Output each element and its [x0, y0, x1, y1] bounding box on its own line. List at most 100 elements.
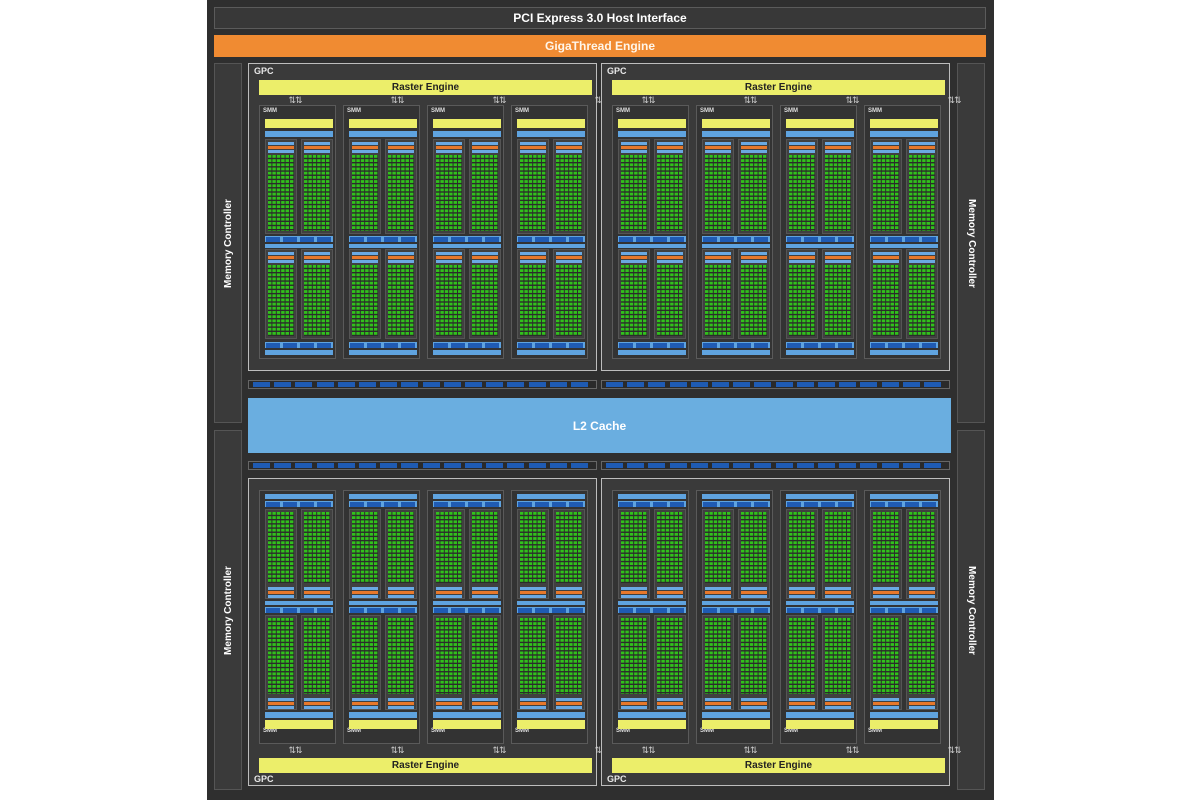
register-file: [520, 252, 546, 255]
smm-label: SMM: [263, 108, 277, 114]
l1-cache-segment: [283, 236, 297, 242]
warp-scheduler: [436, 587, 462, 590]
l1-cache-segment: [468, 501, 482, 507]
dispatch-unit: [909, 146, 935, 149]
l1-cache-segment: [317, 236, 331, 242]
processing-block: [870, 249, 902, 339]
crossbar-slot: [669, 382, 687, 387]
smm-label: SMM: [784, 108, 798, 114]
register-file: [304, 595, 330, 598]
l1-cache-segment: [552, 607, 566, 613]
crossbar-slot: [422, 463, 440, 468]
dispatch-unit: [789, 702, 815, 705]
register-file: [520, 706, 546, 709]
shared-memory: [618, 494, 686, 499]
l1-cache-segment: [636, 501, 650, 507]
processing-block: [517, 249, 549, 339]
smm-block: SMM: [780, 490, 857, 744]
warp-scheduler: [268, 587, 294, 590]
l1-cache-segment: [300, 342, 314, 348]
dispatch-unit: [873, 702, 899, 705]
warp-scheduler: [520, 150, 546, 153]
processing-block: [469, 615, 501, 710]
crossbar-slot: [274, 463, 292, 468]
smm-block: SMM: [864, 105, 941, 359]
processing-block: [786, 509, 818, 599]
processing-block: [738, 249, 770, 339]
texture-cache-row: [349, 342, 417, 348]
crossbar-slot: [733, 463, 751, 468]
register-file: [705, 706, 731, 709]
l1-cache-segment: [871, 236, 885, 242]
instruction-buffer: [433, 131, 501, 137]
warp-scheduler: [741, 150, 767, 153]
dispatch-unit: [909, 591, 935, 594]
raster-engine: Raster Engine: [259, 758, 592, 773]
dispatch-unit: [825, 146, 851, 149]
crossbar-slot: [712, 382, 729, 387]
l1-cache-segment: [703, 236, 717, 242]
smm-block: SMM: [612, 105, 689, 359]
l1-cache-segment: [401, 342, 415, 348]
texture-unit: [618, 601, 686, 605]
smm-block: SMM: [511, 490, 588, 744]
crossbar-slot: [924, 463, 941, 468]
warp-scheduler: [705, 150, 731, 153]
smm-connectors: ⇅⇅ ⇅⇅ ⇅⇅ ⇅⇅: [638, 95, 964, 106]
crossbar-slot: [818, 463, 835, 468]
smm-label: SMM: [616, 728, 630, 734]
dispatch-unit: [789, 256, 815, 259]
instruction-buffer: [349, 131, 417, 137]
processing-block: [433, 615, 465, 710]
processing-block: [702, 509, 734, 599]
l1-cache-segment: [384, 236, 398, 242]
register-file: [825, 595, 851, 598]
crossbar-slot: [465, 382, 482, 387]
l1-cache-segment: [518, 342, 532, 348]
warp-scheduler: [825, 150, 851, 153]
register-file: [352, 595, 378, 598]
warp-scheduler: [436, 150, 462, 153]
register-file: [388, 706, 414, 709]
cuda-core-array: [304, 512, 330, 583]
register-file: [472, 142, 498, 145]
warp-scheduler: [472, 260, 498, 263]
l1-cache-segment: [535, 607, 549, 613]
dispatch-unit: [873, 146, 899, 149]
processing-block: [385, 249, 417, 339]
dispatch-unit: [825, 256, 851, 259]
shared-memory: [349, 350, 417, 355]
dispatch-unit: [268, 146, 294, 149]
texture-unit: [433, 244, 501, 248]
processing-block: [553, 509, 585, 599]
crossbar-segment: [601, 461, 950, 470]
cuda-core-array: [520, 512, 546, 583]
l1-cache-segment: [485, 501, 499, 507]
bidirectional-arrow-icon: ⇅⇅: [288, 95, 302, 105]
processing-block: [654, 139, 686, 234]
texture-cache-row: [870, 501, 938, 507]
cuda-core-array: [873, 512, 899, 583]
l1-cache-segment: [569, 607, 583, 613]
crossbar-slot: [422, 382, 440, 387]
l1-cache-segment: [468, 236, 482, 242]
warp-scheduler: [472, 150, 498, 153]
smm-label: SMM: [700, 728, 714, 734]
l1-cache-segment: [569, 236, 583, 242]
dispatch-unit: [556, 146, 582, 149]
cuda-core-array: [621, 618, 647, 694]
crossbar-slot: [690, 382, 708, 387]
instruction-buffer: [517, 712, 585, 718]
register-file: [909, 142, 935, 145]
l1-cache-segment: [619, 607, 633, 613]
register-file: [472, 706, 498, 709]
crossbar-slot: [380, 382, 398, 387]
cuda-core-array: [520, 618, 546, 694]
cuda-core-array: [741, 618, 767, 694]
cuda-core-array: [789, 618, 815, 694]
processing-block: [517, 615, 549, 710]
instruction-buffer: [702, 712, 770, 718]
instruction-cache: [433, 119, 501, 128]
smm-block: SMM: [780, 105, 857, 359]
